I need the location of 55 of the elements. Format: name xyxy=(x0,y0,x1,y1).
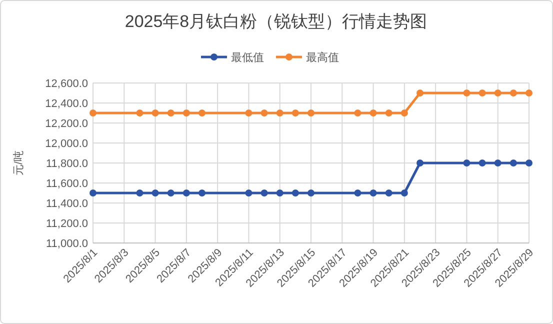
point xyxy=(182,190,190,196)
y-tick-label: 11,200.0 xyxy=(46,218,88,230)
y-tick-label: 11,800.0 xyxy=(46,158,88,170)
point xyxy=(276,190,284,196)
point xyxy=(510,90,517,96)
y-tick-label: 11,400.0 xyxy=(46,198,88,210)
y-tick-label: 11,000.0 xyxy=(46,238,88,250)
point xyxy=(510,160,517,166)
y-tick-label: 12,600.0 xyxy=(45,78,88,90)
point xyxy=(354,110,362,116)
point xyxy=(526,90,532,96)
legend-label: 最高值 xyxy=(306,51,339,64)
point xyxy=(136,190,144,196)
point xyxy=(167,110,174,116)
point xyxy=(260,190,268,196)
point xyxy=(152,190,159,196)
point xyxy=(292,110,299,116)
point xyxy=(276,110,284,116)
point xyxy=(90,110,96,116)
y-tick-label: 12,400.0 xyxy=(45,98,88,110)
point xyxy=(245,190,252,196)
point xyxy=(478,90,486,96)
point xyxy=(182,110,190,116)
point xyxy=(167,190,174,196)
point xyxy=(308,190,314,196)
y-tick-label: 11,600.0 xyxy=(46,178,88,190)
point xyxy=(494,160,502,166)
point xyxy=(463,90,470,96)
point xyxy=(400,190,408,196)
y-tick-label: 12,000.0 xyxy=(45,138,88,150)
y-tick-label: 12,200.0 xyxy=(45,118,88,130)
point xyxy=(400,110,408,116)
point xyxy=(198,190,206,196)
point xyxy=(385,190,392,196)
point xyxy=(416,90,424,96)
point xyxy=(354,190,362,196)
point xyxy=(416,160,424,166)
point xyxy=(292,190,299,196)
point xyxy=(260,110,268,116)
point xyxy=(370,110,377,116)
y-axis-title: 元/吨 xyxy=(12,150,25,176)
point xyxy=(198,110,206,116)
point xyxy=(463,160,470,166)
point xyxy=(478,160,486,166)
chart-title: 2025年8月钛白粉（锐钛型）行情走势图 xyxy=(124,12,428,31)
point xyxy=(370,190,377,196)
legend-label: 最低值 xyxy=(231,52,264,64)
point xyxy=(494,90,502,96)
point xyxy=(136,110,144,116)
point xyxy=(385,110,392,116)
point xyxy=(526,160,532,166)
point xyxy=(152,110,159,116)
point xyxy=(90,190,96,196)
point xyxy=(245,110,252,116)
point xyxy=(308,110,314,116)
